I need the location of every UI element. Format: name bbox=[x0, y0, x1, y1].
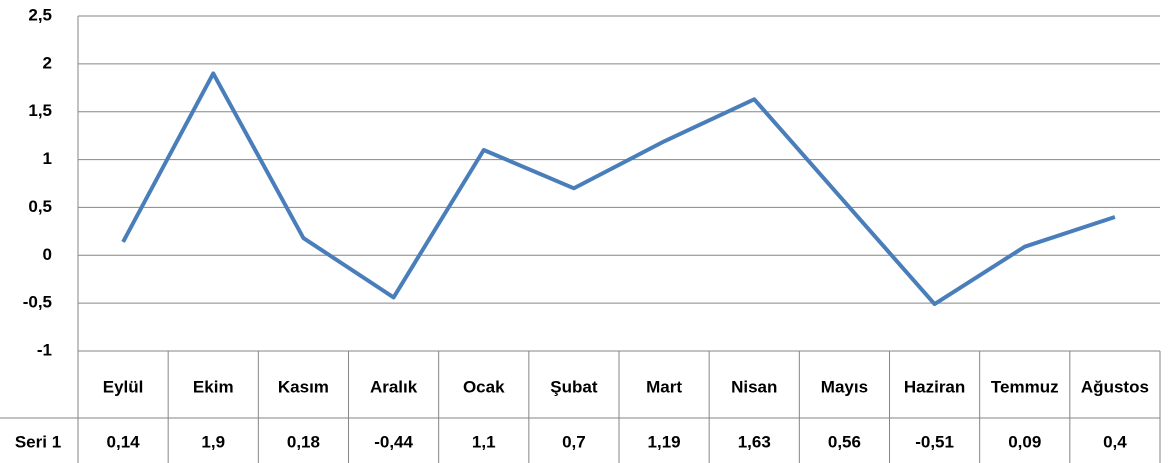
y-tick-label: 2,5 bbox=[28, 5, 52, 24]
category-label: Şubat bbox=[550, 377, 598, 396]
y-tick-label: 0 bbox=[43, 245, 52, 264]
y-tick-label: -0,5 bbox=[23, 293, 52, 312]
y-tick-label: 1 bbox=[43, 149, 52, 168]
value-label: 1,63 bbox=[738, 432, 771, 451]
y-tick-label: 1,5 bbox=[28, 101, 52, 120]
value-label: 1,19 bbox=[648, 432, 681, 451]
value-label: -0,44 bbox=[374, 432, 413, 451]
category-label: Aralık bbox=[370, 377, 418, 396]
legend-label: Seri 1 bbox=[15, 432, 61, 451]
value-label: -0,51 bbox=[915, 432, 954, 451]
series-line bbox=[121, 71, 1116, 307]
category-label: Mart bbox=[646, 377, 682, 396]
y-tick-label: 0,5 bbox=[28, 197, 52, 216]
value-label: 0,4 bbox=[1103, 432, 1127, 451]
category-label: Eylül bbox=[103, 377, 144, 396]
value-label: 1,1 bbox=[472, 432, 496, 451]
value-label: 0,14 bbox=[107, 432, 141, 451]
y-tick-label: -1 bbox=[37, 340, 52, 359]
category-label: Haziran bbox=[904, 377, 965, 396]
value-label: 0,7 bbox=[562, 432, 586, 451]
value-label: 0,56 bbox=[828, 432, 861, 451]
y-tick-label: 2 bbox=[43, 53, 52, 72]
category-label: Ekim bbox=[193, 377, 234, 396]
category-label: Kasım bbox=[278, 377, 329, 396]
value-label: 0,09 bbox=[1008, 432, 1041, 451]
category-label: Temmuz bbox=[991, 377, 1059, 396]
category-label: Mayıs bbox=[821, 377, 868, 396]
category-label: Ocak bbox=[463, 377, 505, 396]
category-label: Nisan bbox=[731, 377, 777, 396]
category-label: Ağustos bbox=[1081, 377, 1149, 396]
value-label: 0,18 bbox=[287, 432, 320, 451]
value-label: 1,9 bbox=[201, 432, 225, 451]
